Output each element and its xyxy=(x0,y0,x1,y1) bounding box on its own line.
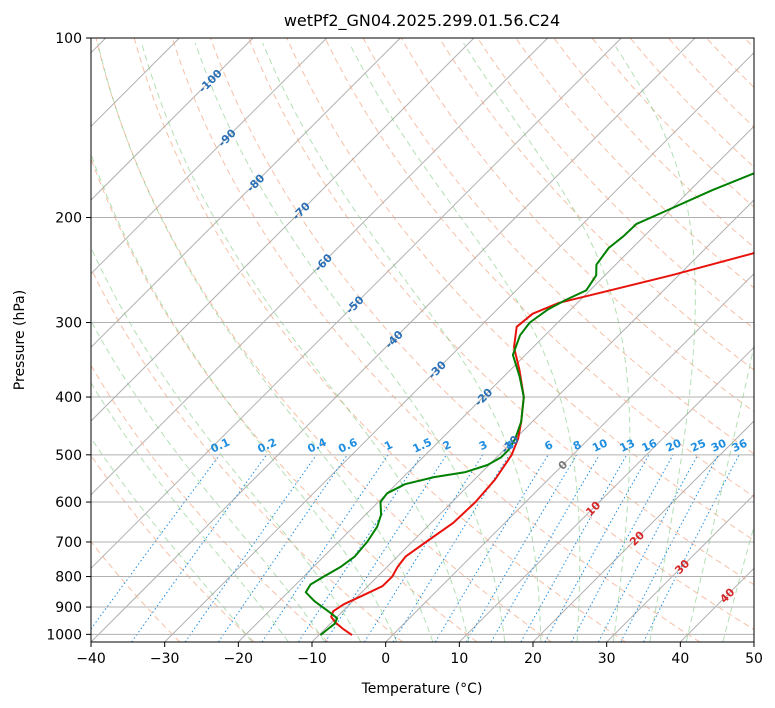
mixing-ratio-label: 20 xyxy=(664,436,684,454)
moist-adiabat-line xyxy=(463,42,631,642)
moist-adiabat-line xyxy=(91,437,253,642)
isotherm-line xyxy=(91,38,696,642)
mixing-ratio-line xyxy=(298,454,423,642)
isotherm-line xyxy=(237,125,754,642)
isotherm-line xyxy=(164,51,754,642)
mixing-ratio-line xyxy=(520,454,628,642)
mixing-ratio-line xyxy=(490,454,600,642)
y-tick-label: 500 xyxy=(55,448,82,464)
mixing-ratio-line xyxy=(91,454,221,630)
dry-adiabat-line xyxy=(286,38,754,541)
moist-adiabat-line xyxy=(612,42,696,642)
moist-adiabat-line xyxy=(348,42,581,642)
y-tick-label: 900 xyxy=(55,600,82,616)
moist-adiabat-line xyxy=(262,42,542,642)
y-tick-label: 400 xyxy=(55,390,82,406)
isotherm-line xyxy=(532,420,754,642)
mixing-ratio-line xyxy=(570,454,674,642)
x-axis-label: Temperature (°C) xyxy=(361,681,483,697)
mixing-ratio-line xyxy=(217,454,348,642)
mixing-ratio-label: 16 xyxy=(640,436,660,454)
moist-adiabat-line xyxy=(722,524,754,642)
axis-ticks: −40 −30 −20 −10 0 10 20 30 40 50 100 200 300 400 500 60… xyxy=(46,31,763,667)
isotherm-line xyxy=(458,346,754,642)
plot-area xyxy=(91,38,754,642)
mixing-ratio-line xyxy=(261,454,389,642)
dry-adiabat-line xyxy=(515,38,754,289)
y-tick-label: 100 xyxy=(55,31,82,47)
y-tick-label: 700 xyxy=(55,535,82,551)
isotherm-line xyxy=(385,272,754,642)
mixing-ratio-label: 36 xyxy=(730,436,750,454)
dry-adiabat-line xyxy=(133,38,626,642)
dry-adiabat-line xyxy=(91,267,404,642)
x-tick-label: 20 xyxy=(524,651,542,667)
mixing-ratio-label: 30 xyxy=(709,436,729,454)
mixing-ratio-label: 10 xyxy=(590,436,610,454)
moist-adiabat-line xyxy=(91,319,325,642)
dry-adiabat-line xyxy=(171,38,701,642)
dewpoint-profile-line xyxy=(304,172,754,636)
isotherm-line xyxy=(91,38,254,201)
y-tick-label: 300 xyxy=(55,316,82,332)
dry-adiabat-line xyxy=(210,38,754,631)
x-tick-label: 30 xyxy=(598,651,616,667)
mixing-ratio-label: 25 xyxy=(689,437,708,455)
x-tick-label: 40 xyxy=(671,651,689,667)
y-tick-label: 1000 xyxy=(46,627,82,643)
x-tick-label: 0 xyxy=(381,651,390,667)
moist-adiabat-line xyxy=(97,42,434,642)
dry-adiabat-line xyxy=(629,38,754,168)
x-tick-label: −30 xyxy=(150,651,180,667)
mixing-ratio-line xyxy=(131,454,268,642)
mixing-ratio-line xyxy=(184,454,317,642)
plot-frame xyxy=(90,37,755,643)
dry-adiabat-line xyxy=(400,38,754,413)
x-tick-label: −20 xyxy=(224,651,254,667)
isotherm-line xyxy=(91,38,622,570)
dry-adiabat-line xyxy=(91,454,255,642)
y-tick-label: 600 xyxy=(55,495,82,511)
isotherm-line xyxy=(91,38,549,496)
dry-adiabat-line xyxy=(91,157,478,642)
isotherm-line xyxy=(606,493,754,642)
mixing-ratio-line xyxy=(324,454,447,642)
moist-adiabat-line xyxy=(91,246,362,642)
x-tick-label: 50 xyxy=(745,651,763,667)
dry-adiabat-line xyxy=(324,38,754,498)
mixing-ratio-line xyxy=(465,454,578,642)
y-axis-label: Pressure (hPa) xyxy=(12,290,28,390)
dry-adiabat-line xyxy=(362,38,754,455)
mixing-ratio-label: 13 xyxy=(618,437,637,455)
moist-adiabat-line xyxy=(685,343,754,642)
isotherm-line xyxy=(311,199,754,642)
moist-adiabat-line xyxy=(141,42,470,642)
y-tick-label: 200 xyxy=(55,211,82,227)
mixing-ratio-line xyxy=(434,454,549,642)
y-tick-label: 800 xyxy=(55,570,82,586)
x-tick-label: −10 xyxy=(297,651,327,667)
isotherm-line xyxy=(91,38,328,275)
isotherm-line xyxy=(91,38,475,422)
dry-adiabat-line xyxy=(591,38,754,208)
moist-adiabat-line xyxy=(91,382,289,642)
chart-title: wetPf2_GN04.2025.299.01.56.C24 xyxy=(284,11,560,31)
dry-adiabat-line xyxy=(477,38,754,330)
x-tick-label: −40 xyxy=(76,651,106,667)
isotherm-line xyxy=(91,38,401,349)
x-tick-label: 10 xyxy=(450,651,468,667)
dry-adiabat-line xyxy=(438,38,754,371)
